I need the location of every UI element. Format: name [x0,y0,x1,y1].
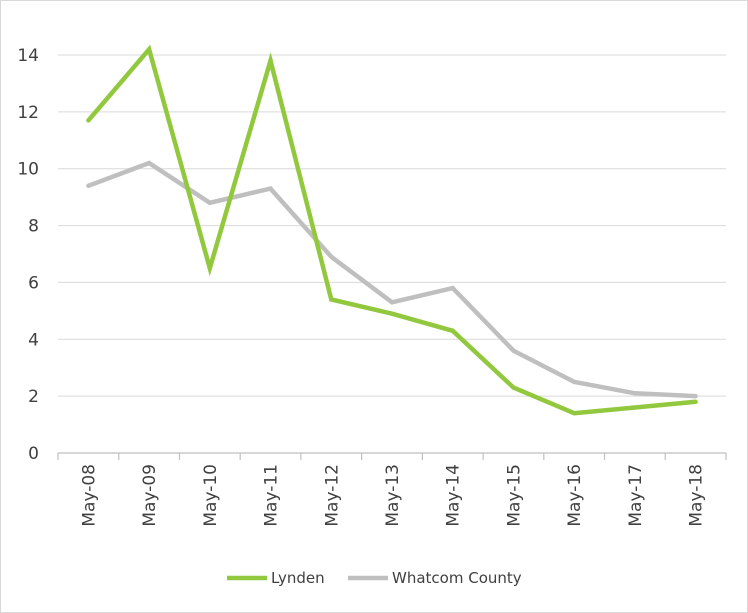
y-tick-label: 6 [28,273,39,293]
x-axis [57,452,727,460]
data-point [268,58,273,63]
gridlines [58,54,726,397]
data-point [146,160,152,166]
series-line-lynden [86,44,696,416]
data-point [86,118,91,123]
x-tick-label: May-13 [383,464,403,527]
data-point [146,47,152,52]
y-tick-label: 14 [17,46,39,66]
data-point [450,285,455,291]
y-tick-label: 12 [17,103,39,123]
x-axis-tick-labels: May-08 May-09 May-10 May-11 May-12 May-13 May-… [79,464,706,527]
x-tick-label: May-17 [626,464,646,527]
y-axis-tick-labels: 0 2 4 6 8 10 12 14 [17,46,39,464]
data-point [571,379,577,385]
data-point [389,300,395,305]
data-point [632,405,638,410]
data-point [632,391,638,396]
x-tick-label: May-18 [687,464,707,527]
x-tick-label: May-15 [504,464,524,527]
data-point [450,328,455,333]
y-tick-label: 4 [28,330,39,350]
y-tick-label: 10 [17,160,39,180]
data-point [693,393,698,399]
data-point [207,200,213,206]
x-tick-label: May-08 [79,464,99,527]
data-point [693,399,698,405]
x-tick-label: May-11 [262,464,282,527]
data-point [511,348,516,353]
data-point [86,183,91,188]
y-tick-label: 8 [28,217,39,237]
legend: Lynden Whatcom County [227,569,522,587]
y-tick-label: 0 [28,444,39,464]
legend-label: Whatcom County [392,569,522,587]
x-tick-label: May-09 [140,464,160,527]
x-tick-label: May-10 [201,464,221,527]
y-tick-label: 2 [28,387,39,407]
data-point [268,186,273,191]
data-point [571,411,577,416]
data-point [329,297,334,302]
x-tick-label: May-14 [444,464,464,527]
legend-label: Lynden [271,569,325,587]
series-line-whatcom-county [87,160,696,399]
data-point [389,311,395,316]
series-lines [86,44,698,416]
x-tick-label: May-16 [565,464,585,527]
data-point [329,254,334,260]
data-point [511,385,516,390]
x-tick-label: May-12 [322,464,342,527]
data-point [207,266,213,271]
